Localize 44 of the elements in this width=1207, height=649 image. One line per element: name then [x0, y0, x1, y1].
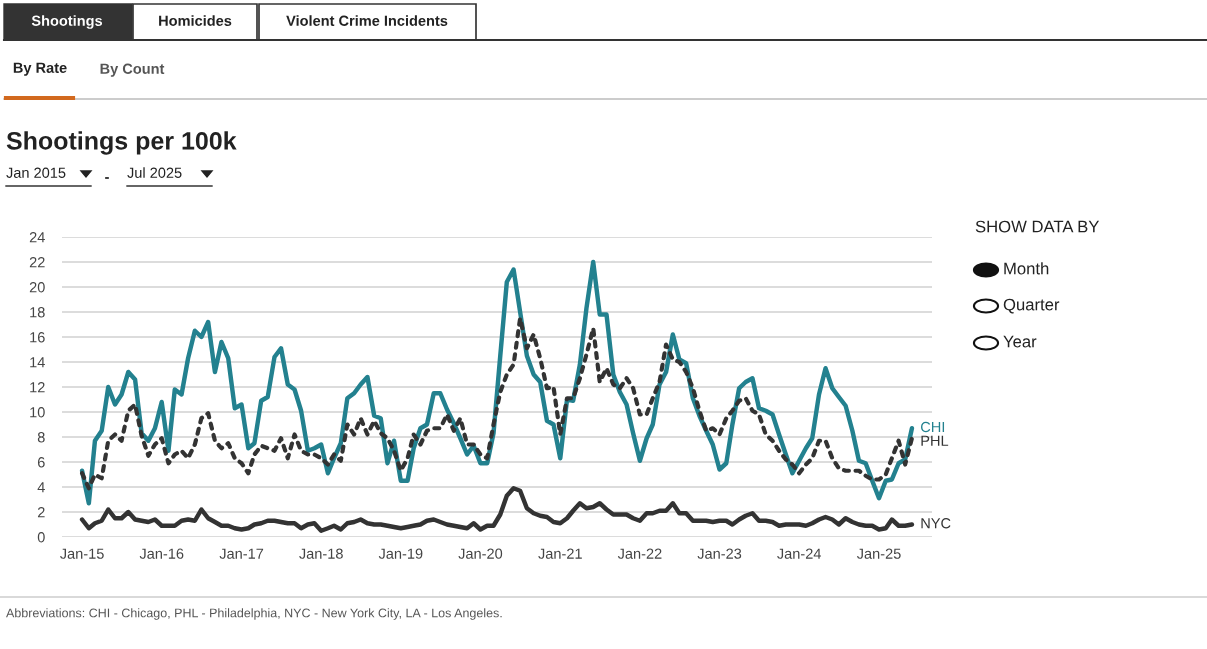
series-label: PHL [921, 435, 949, 446]
text: Abbreviations: CHI - Chicago, PHL - Philadelphia, NYC - New York City, LA - Los Angeles. [6, 608, 502, 620]
line-series [79, 486, 915, 533]
line-series [79, 259, 915, 506]
x-tick-label: Jan-20 [458, 548, 503, 559]
y-tick-label: 16 [30, 332, 45, 343]
text: Violent Crime Incidents [286, 15, 448, 26]
y-tick-label: 22 [29, 257, 45, 268]
line-series [79, 316, 915, 491]
x-tick-label: Jan-16 [139, 548, 184, 559]
x-tick-label: Jan-22 [617, 548, 662, 559]
x-tick-label: Jan-17 [219, 548, 264, 559]
y-tick-label: 18 [30, 307, 45, 318]
text: - [105, 177, 109, 179]
x-tick-label: Jan-21 [538, 548, 582, 559]
text: By Rate [13, 62, 67, 76]
y-tick-label: 24 [29, 232, 45, 243]
x-tick-label: Jan-18 [299, 548, 343, 559]
x-tick-label: Jan-15 [60, 548, 104, 559]
text: Homicides [159, 15, 232, 26]
text: Jul 2025 [127, 167, 182, 178]
y-tick-label: 6 [37, 457, 45, 468]
text: Jan 2015 [6, 167, 66, 178]
text: Month [1004, 262, 1049, 275]
y-tick-label: 10 [30, 407, 45, 418]
y-tick-label: 20 [29, 282, 45, 293]
text: SHOW DATA BY [975, 220, 1100, 233]
x-tick-label: Jan-19 [378, 548, 423, 559]
text: Year [1003, 335, 1037, 348]
x-tick-label: Jan-24 [777, 548, 822, 559]
y-tick-label: 2 [37, 507, 45, 518]
text: Quarter [1003, 298, 1060, 314]
y-tick-label: 4 [37, 482, 45, 493]
y-tick-label: 8 [37, 432, 45, 443]
series-label: CHI [921, 421, 945, 433]
series-label: NYC [921, 518, 951, 529]
y-tick-label: 14 [30, 357, 45, 368]
y-tick-label: 0 [37, 532, 45, 543]
y-tick-label: 12 [30, 382, 45, 393]
chart-title: Shootings per 100k [6, 131, 237, 155]
x-tick-label: Jan-25 [856, 548, 901, 559]
text: By Count [100, 63, 165, 77]
text: Shootings [31, 15, 103, 29]
x-tick-label: Jan-23 [697, 548, 742, 559]
